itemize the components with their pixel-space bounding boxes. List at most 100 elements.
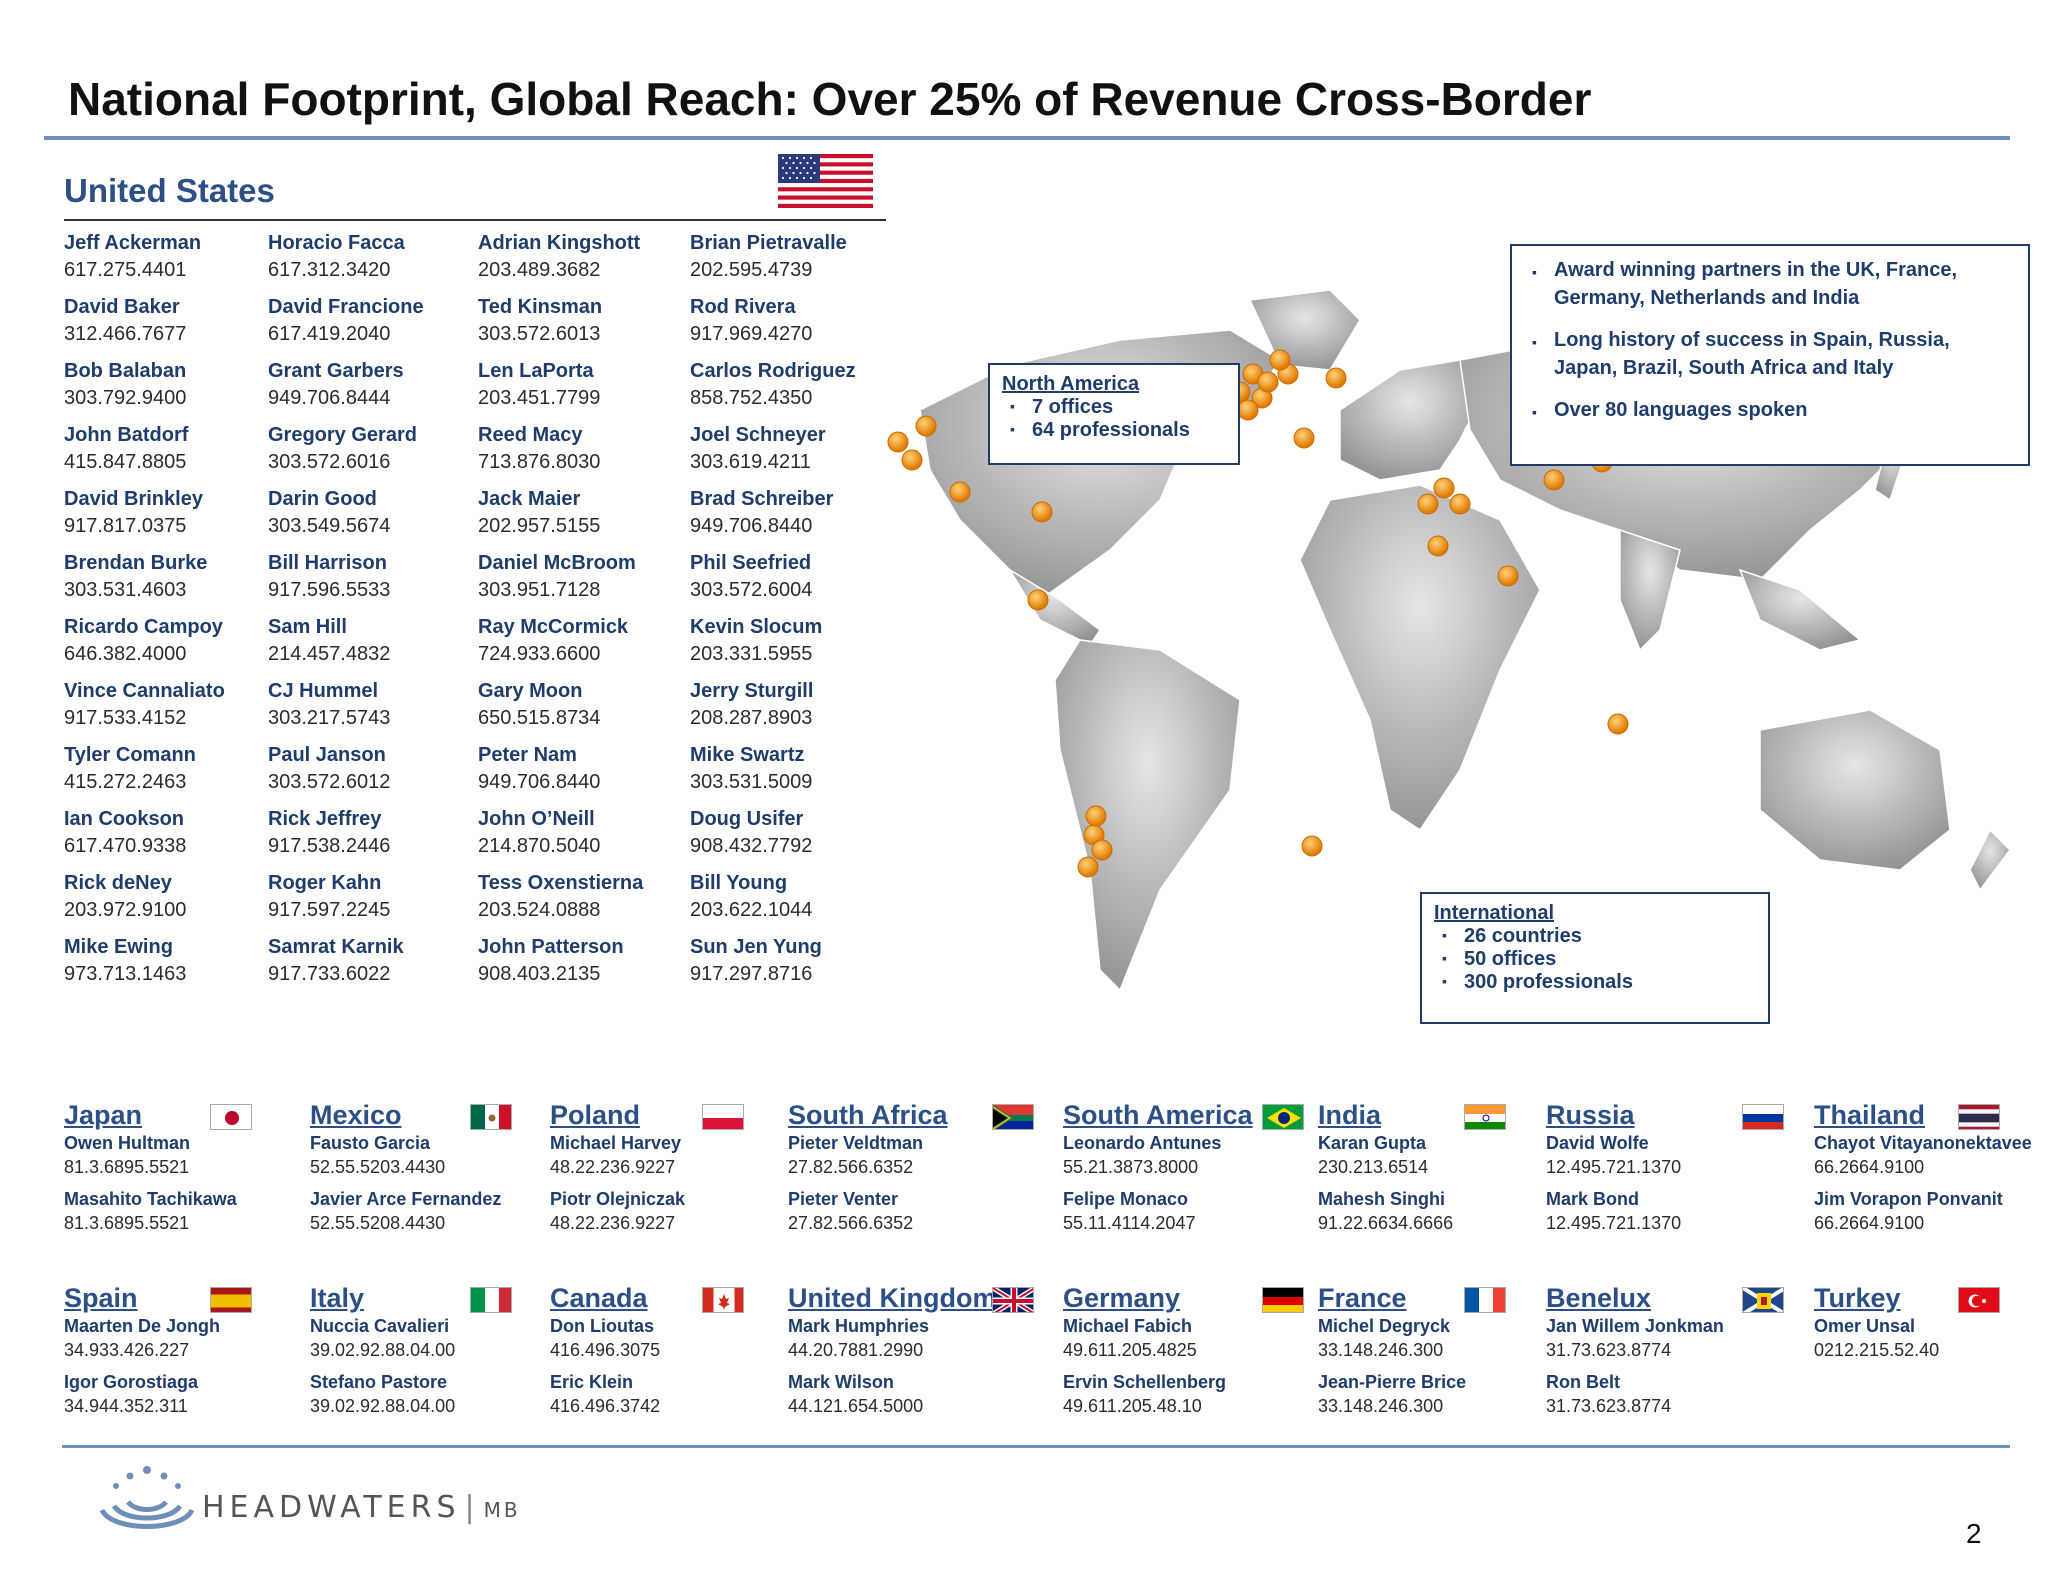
region-name[interactable]: Japan <box>64 1100 143 1130</box>
contact-phone: 31.73.623.8774 <box>1546 1396 1672 1416</box>
us-contact: CJ Hummel 303.217.5743 <box>268 678 390 732</box>
contact-phone: 12.495.721.1370 <box>1546 1157 1682 1177</box>
us-contact: Rick deNey 203.972.9100 <box>64 870 186 924</box>
contact-phone: 415.272.2463 <box>64 771 187 793</box>
contact-phone: 917.538.2446 <box>268 835 391 857</box>
us-contact: Peter Nam 949.706.8440 <box>478 742 600 796</box>
region-name[interactable]: Turkey <box>1814 1283 1901 1313</box>
contact-name: Felipe Monaco <box>1063 1189 1189 1209</box>
us-contact: Tyler Comann 415.272.2463 <box>64 742 196 796</box>
us-contact: Bill Harrison 917.596.5533 <box>268 550 390 604</box>
us-contact: John Patterson 908.403.2135 <box>478 934 624 988</box>
contact-name: Tess Oxenstierna <box>478 872 644 894</box>
office-dot <box>1325 367 1347 389</box>
contact-name: Stefano Pastore <box>310 1372 448 1392</box>
contact-phone: 49.611.205.4825 <box>1063 1340 1197 1360</box>
region-name[interactable]: South Africa <box>788 1100 948 1130</box>
russia-flag-icon <box>1742 1104 1784 1130</box>
contact-name: John Patterson <box>478 936 624 958</box>
office-dot <box>1433 477 1455 499</box>
contact-phone: 33.148.246.300 <box>1318 1340 1444 1360</box>
contact-phone: 55.11.4114.2047 <box>1063 1213 1196 1233</box>
contact-phone: 917.969.4270 <box>690 323 813 345</box>
contact-name: Bob Balaban <box>64 360 187 382</box>
region-name[interactable]: Russia <box>1546 1100 1635 1130</box>
contact-name: Rod Rivera <box>690 296 796 318</box>
office-dot <box>1269 349 1291 371</box>
brazil-flag-icon <box>1262 1104 1304 1130</box>
page-number: 2 <box>1966 1518 1982 1549</box>
contact-name: Michel Degryck <box>1318 1316 1451 1336</box>
contact-name: Jean-Pierre Brice <box>1318 1372 1467 1392</box>
region-name[interactable]: United Kingdom <box>788 1283 997 1313</box>
logo-suffix: MB <box>483 1498 521 1522</box>
region-name[interactable]: Thailand <box>1814 1100 1926 1130</box>
contact-name: Bill Young <box>690 872 788 894</box>
contact-phone: 66.2664.9100 <box>1814 1213 1925 1233</box>
contact-phone: 303.531.5009 <box>690 771 813 793</box>
contact-name: Joel Schneyer <box>690 424 826 446</box>
region-name[interactable]: France <box>1318 1283 1407 1313</box>
mexico-flag-icon <box>470 1104 512 1130</box>
us-flag-icon <box>778 154 873 208</box>
contact-phone: 416.496.3075 <box>550 1340 661 1360</box>
contact-name: John Batdorf <box>64 424 189 446</box>
north-america-item: 7 offices <box>1002 396 1226 419</box>
region-name[interactable]: Spain <box>64 1283 138 1313</box>
title-divider <box>44 136 2010 140</box>
office-dot <box>1417 493 1439 515</box>
us-contact: Paul Janson 303.572.6012 <box>268 742 390 796</box>
contact-name: Carlos Rodriguez <box>690 360 856 382</box>
region-name[interactable]: India <box>1318 1100 1382 1130</box>
contact-phone: 33.148.246.300 <box>1318 1396 1444 1416</box>
us-contact: Samrat Karnik 917.733.6022 <box>268 934 404 988</box>
contact-name: Daniel McBroom <box>478 552 636 574</box>
contact-phone: 34.944.352.311 <box>64 1396 188 1416</box>
region-name[interactable]: Poland <box>550 1100 641 1130</box>
contact-phone: 230.213.6514 <box>1318 1157 1429 1177</box>
contact-name: Sun Jen Yung <box>690 936 822 958</box>
region-name[interactable]: Benelux <box>1546 1283 1652 1313</box>
contact-name: Sam Hill <box>268 616 347 638</box>
contact-name: Pieter Venter <box>788 1189 899 1209</box>
contact-name: Grant Garbers <box>268 360 404 382</box>
us-contact: Grant Garbers 949.706.8444 <box>268 358 404 412</box>
contact-name: Jeff Ackerman <box>64 232 202 254</box>
contact-phone: 91.22.6634.6666 <box>1318 1213 1454 1233</box>
south-america-shape <box>1054 639 1241 992</box>
contact-phone: 917.817.0375 <box>64 515 187 537</box>
region-name[interactable]: South America <box>1063 1100 1253 1130</box>
office-dot <box>1085 805 1107 827</box>
region-russia: Russia David Wolfe 12.495.721.1370 Mark Bon… <box>1546 1100 1681 1235</box>
southeast-asia-shape <box>1738 568 1862 651</box>
contact-phone: 27.82.566.6352 <box>788 1213 914 1233</box>
region-name[interactable]: Germany <box>1063 1283 1181 1313</box>
contact-name: Brad Schreiber <box>690 488 834 510</box>
contact-phone: 208.287.8903 <box>690 707 813 729</box>
contact-phone: 34.933.426.227 <box>64 1340 190 1360</box>
contact-name: Igor Gorostiaga <box>64 1372 199 1392</box>
region-name[interactable]: Canada <box>550 1283 648 1313</box>
contact-name: Mark Humphries <box>788 1316 930 1336</box>
international-summary: International 26 countries 50 offices 30… <box>1420 892 1770 1024</box>
north-america-heading: North America <box>1002 373 1140 395</box>
india-flag-icon <box>1464 1104 1506 1130</box>
us-contact: Doug Usifer 908.432.7792 <box>690 806 812 860</box>
us-contact: David Baker 312.466.7677 <box>64 294 186 348</box>
us-contact: Joel Schneyer 303.619.4211 <box>690 422 826 476</box>
region-name[interactable]: Mexico <box>310 1100 402 1130</box>
contact-phone: 617.470.9338 <box>64 835 187 857</box>
us-contact: Len LaPorta 203.451.7799 <box>478 358 600 412</box>
contact-name: Mike Swartz <box>690 744 805 766</box>
contact-name: Peter Nam <box>478 744 577 766</box>
international-item: 300 professionals <box>1434 971 1756 994</box>
contact-phone: 617.312.3420 <box>268 259 391 281</box>
contact-phone: 908.403.2135 <box>478 963 601 985</box>
region-name[interactable]: Italy <box>310 1283 365 1313</box>
region-mexico: Mexico Fausto Garcia 52.55.5203.4430 Javier… <box>310 1100 501 1235</box>
page-title: National Footprint, Global Reach: Over 2… <box>68 73 1592 125</box>
region-germany: Germany Michael Fabich 49.611.205.4825 Ervi… <box>1063 1283 1226 1418</box>
contact-name: Roger Kahn <box>268 872 382 894</box>
logo-mark-icon <box>99 1466 195 1529</box>
contact-phone: 949.706.8444 <box>268 387 391 409</box>
